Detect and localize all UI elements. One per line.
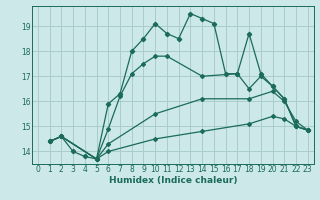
X-axis label: Humidex (Indice chaleur): Humidex (Indice chaleur) (108, 176, 237, 185)
